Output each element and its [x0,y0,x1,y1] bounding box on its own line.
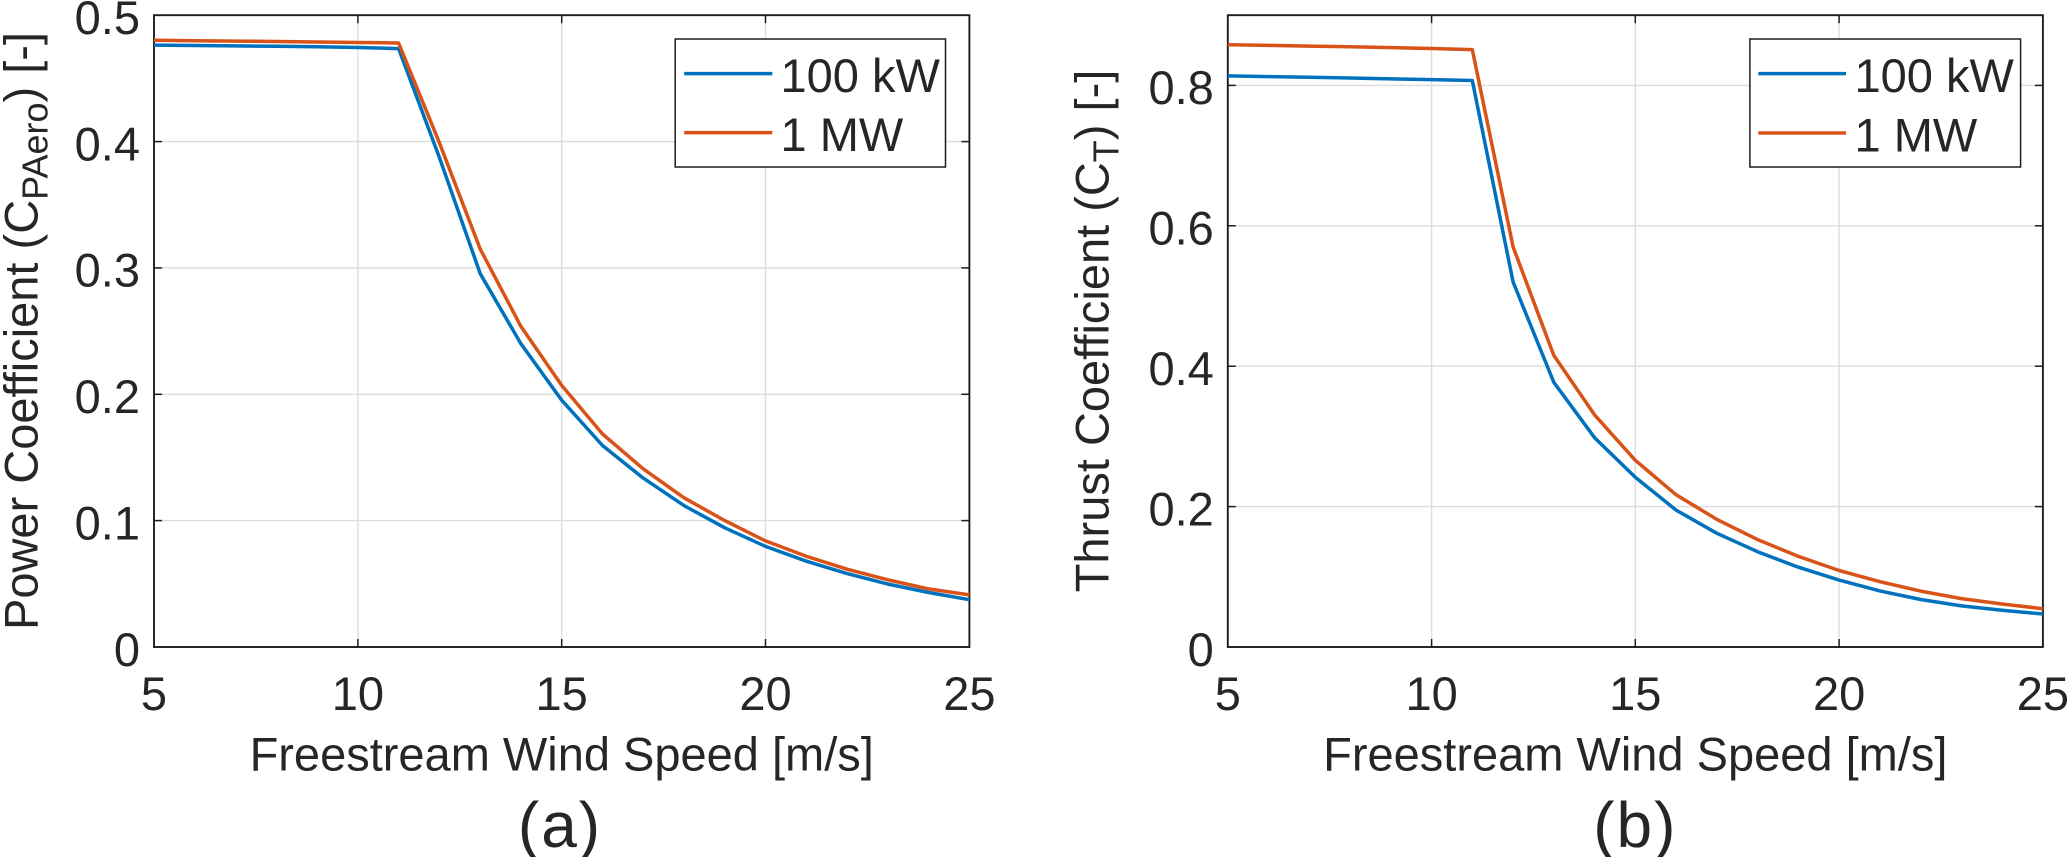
svg-text:20: 20 [739,667,791,720]
svg-text:0.4: 0.4 [1148,342,1213,395]
svg-text:0: 0 [114,623,140,676]
svg-text:0.3: 0.3 [75,244,140,297]
svg-text:15: 15 [536,667,588,720]
svg-text:15: 15 [1609,667,1661,720]
svg-text:(b): (b) [1593,789,1677,857]
svg-text:5: 5 [141,667,167,720]
svg-text:100 kW: 100 kW [1855,49,2015,102]
svg-text:20: 20 [1813,667,1865,720]
svg-text:0.1: 0.1 [75,496,140,549]
svg-text:5: 5 [1215,667,1241,720]
svg-text:25: 25 [943,667,995,720]
svg-text:(a): (a) [518,789,602,857]
svg-text:0.5: 0.5 [75,0,140,44]
svg-text:Freestream Wind Speed [m/s]: Freestream Wind Speed [m/s] [250,728,874,781]
svg-text:10: 10 [332,667,384,720]
svg-text:1 MW: 1 MW [781,108,904,161]
svg-text:0.4: 0.4 [75,117,140,170]
svg-text:0.6: 0.6 [1148,202,1213,255]
svg-text:0.8: 0.8 [1148,61,1213,114]
svg-text:10: 10 [1405,667,1457,720]
svg-text:0.2: 0.2 [1148,482,1213,535]
svg-text:0.2: 0.2 [75,370,140,423]
svg-text:25: 25 [2017,667,2067,720]
svg-text:0: 0 [1188,623,1214,676]
svg-text:100 kW: 100 kW [781,49,941,102]
svg-text:Power Coefficient (CPAero) [-]: Power Coefficient (CPAero) [-] [0,32,56,630]
svg-text:1 MW: 1 MW [1855,108,1978,161]
svg-text:Freestream Wind Speed [m/s]: Freestream Wind Speed [m/s] [1323,728,1947,781]
